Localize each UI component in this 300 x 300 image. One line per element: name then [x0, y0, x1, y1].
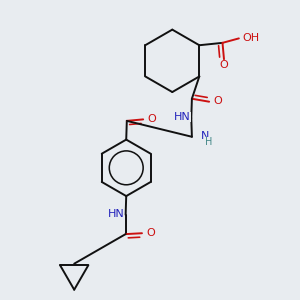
- Text: H: H: [205, 136, 212, 146]
- Text: N: N: [201, 131, 209, 141]
- Text: O: O: [146, 228, 155, 238]
- Text: HN: HN: [174, 112, 191, 122]
- Text: O: O: [219, 60, 228, 70]
- Text: O: O: [214, 96, 222, 106]
- Text: O: O: [148, 114, 156, 124]
- Text: HN: HN: [108, 209, 124, 220]
- Text: OH: OH: [243, 32, 260, 43]
